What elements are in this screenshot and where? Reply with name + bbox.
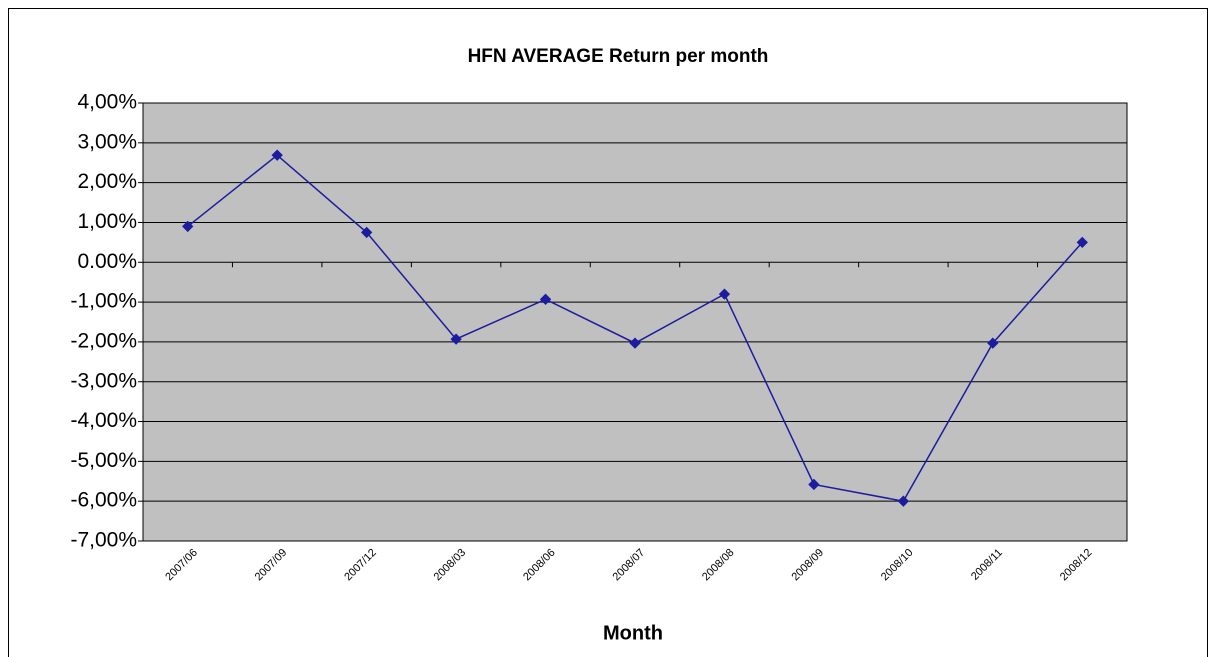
plot-area bbox=[142, 102, 1128, 542]
y-tick-label: 4,00% bbox=[77, 91, 137, 114]
data-point bbox=[987, 337, 999, 349]
data-point bbox=[360, 226, 373, 239]
data-point bbox=[271, 149, 283, 161]
y-tick-label: -2,00% bbox=[70, 329, 137, 352]
y-tick-label: 0.00% bbox=[77, 250, 137, 273]
y-tick-label: -1,00% bbox=[70, 290, 137, 313]
x-axis-label: Month bbox=[603, 622, 663, 644]
y-tick-label: -7,00% bbox=[70, 529, 137, 552]
y-tick-label: 1,00% bbox=[77, 210, 137, 233]
y-tick-label: -5,00% bbox=[70, 449, 137, 472]
y-tick-label: -3,00% bbox=[70, 369, 137, 392]
data-point bbox=[1076, 236, 1088, 249]
y-tick-label: -6,00% bbox=[70, 489, 137, 512]
y-tick-label: -4,00% bbox=[70, 409, 137, 432]
data-point bbox=[182, 220, 194, 233]
y-tick-label: 2,00% bbox=[77, 170, 137, 193]
y-tick-label: 3,00% bbox=[77, 130, 137, 153]
data-point bbox=[539, 293, 552, 305]
data-point bbox=[718, 288, 731, 300]
data-point bbox=[808, 478, 820, 491]
data-point bbox=[629, 337, 641, 349]
data-point bbox=[897, 495, 910, 507]
data-point bbox=[450, 333, 462, 345]
chart-title: HFN AVERAGE Return per month bbox=[468, 46, 769, 67]
